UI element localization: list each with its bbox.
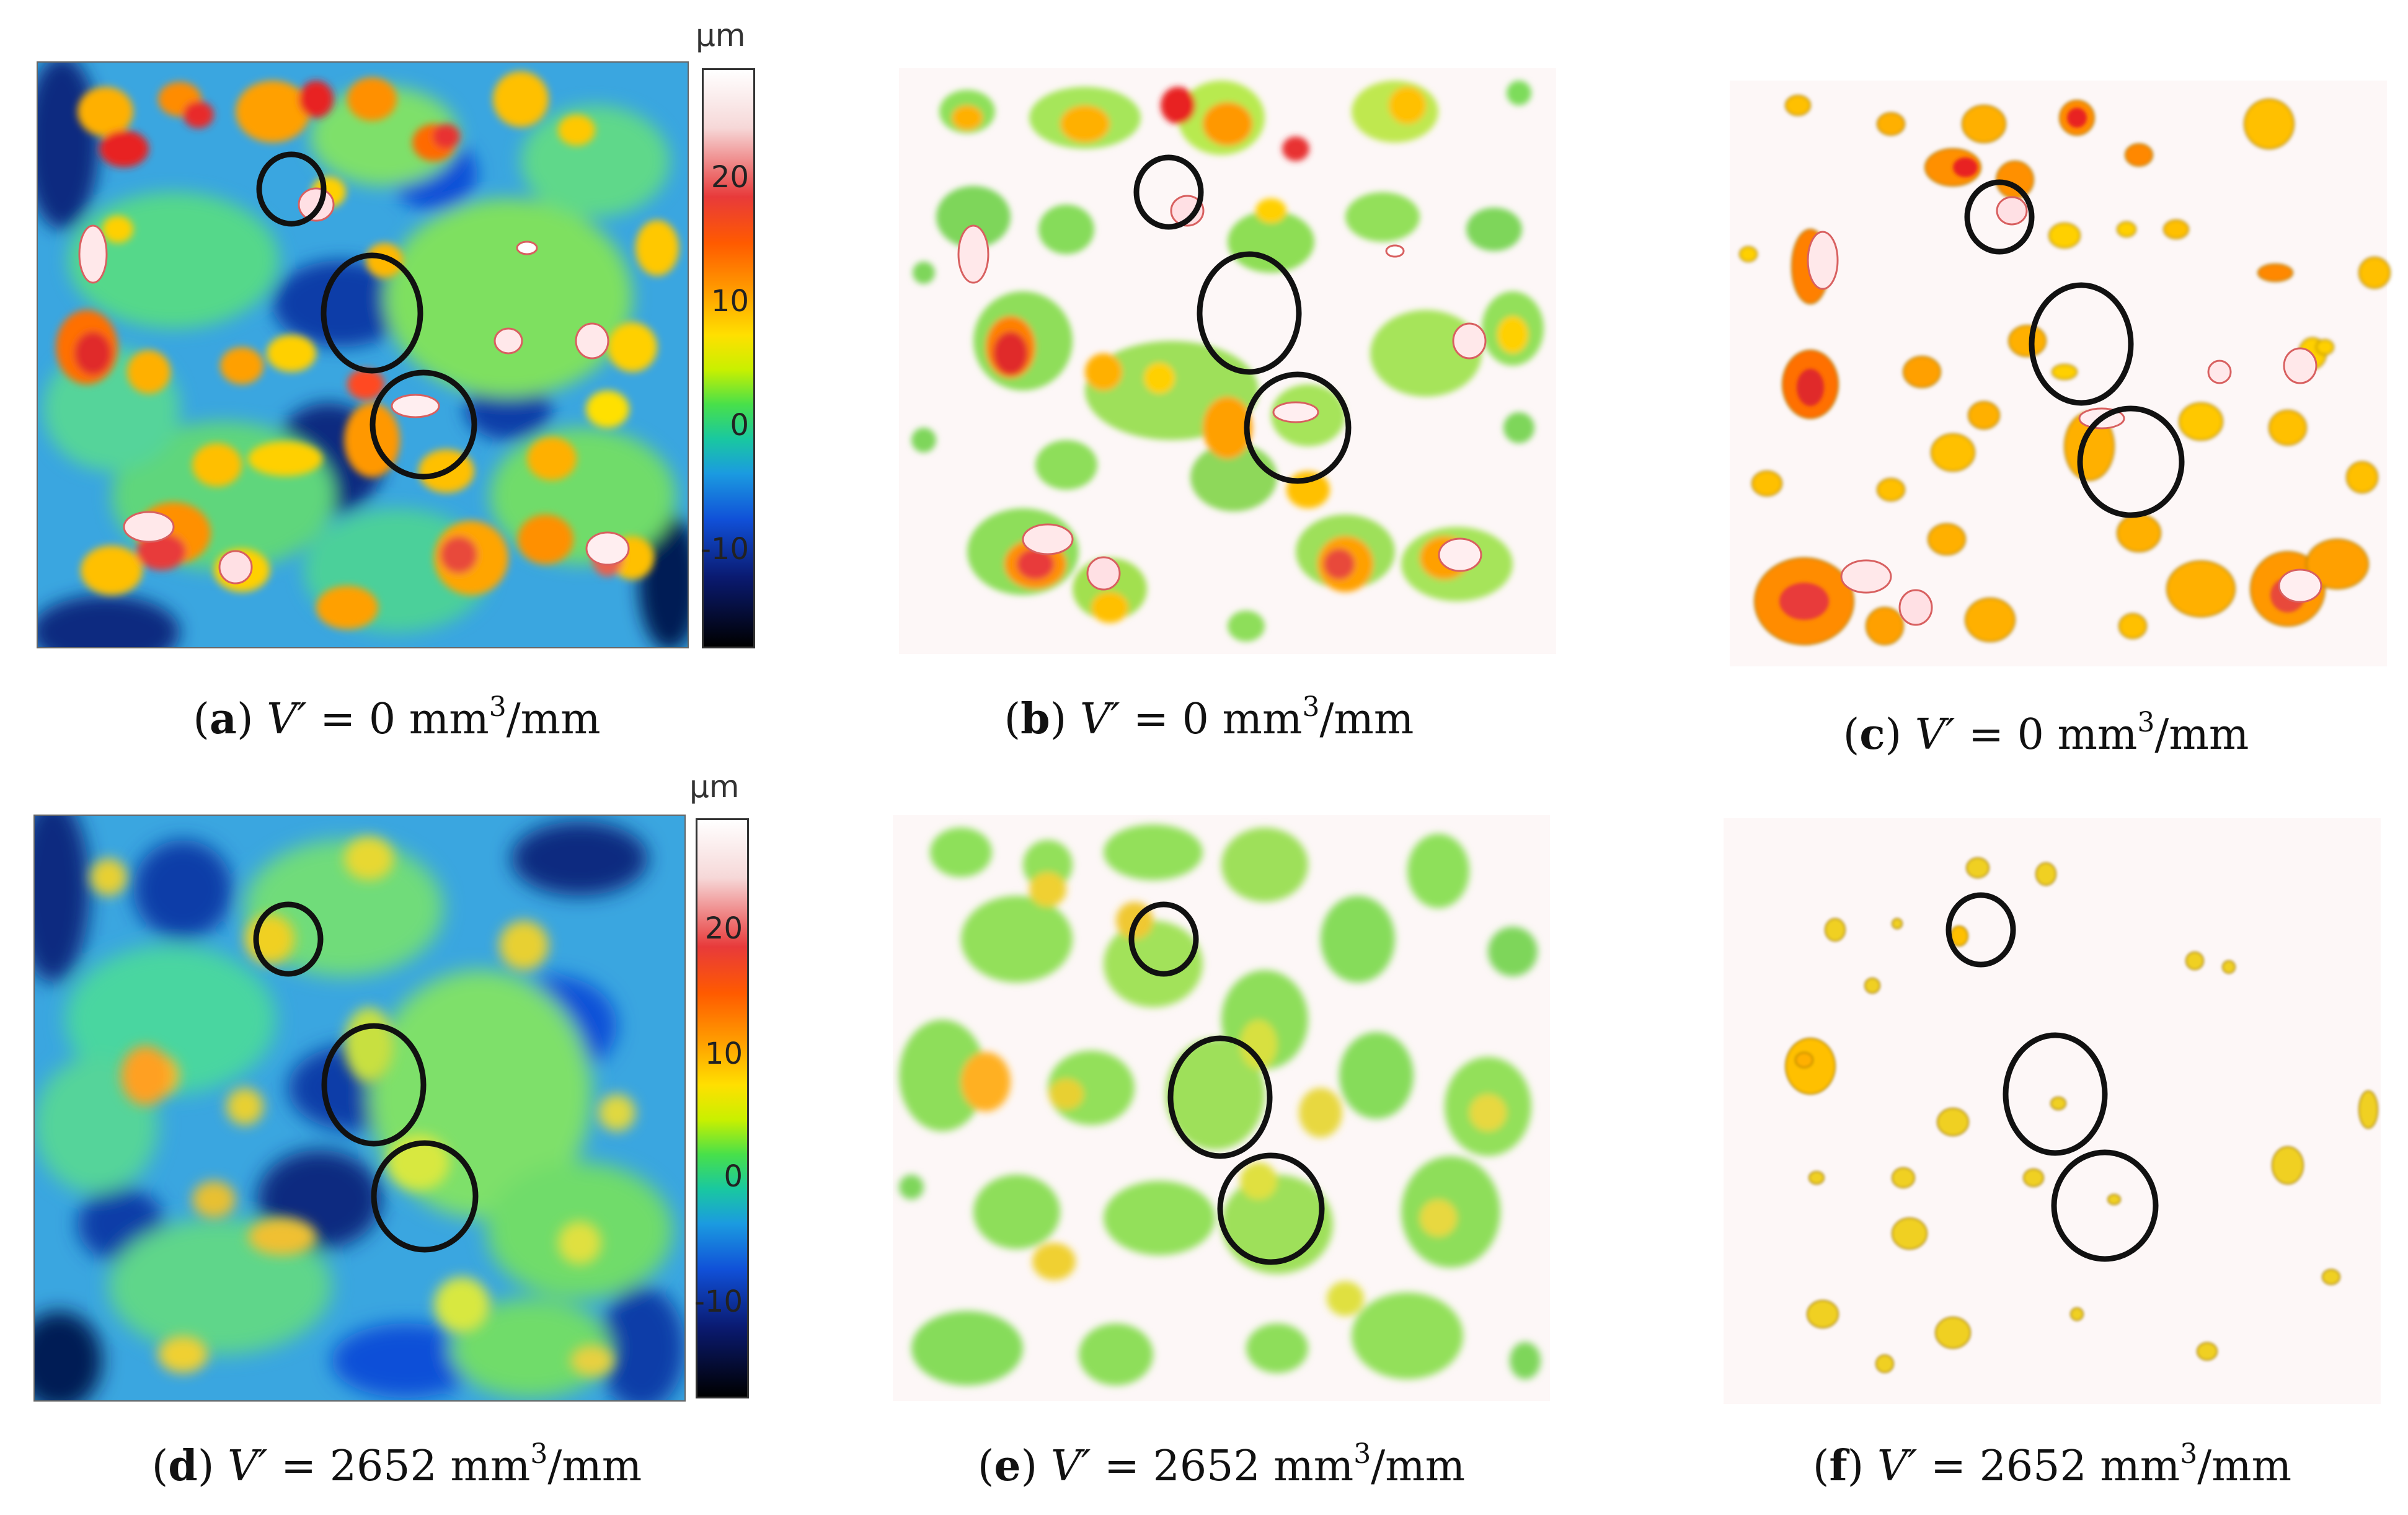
caption-letter-c: c xyxy=(1859,710,1885,759)
caption-f: (f) V′ = 2652 mm3/mm xyxy=(1812,1438,2292,1491)
colorbar-tick-neg10-d: -10 xyxy=(694,1284,743,1319)
colorbar-unit-a: µm xyxy=(696,17,746,53)
colorbar-tick-10-d: 10 xyxy=(704,1036,743,1071)
caption-prefix-b: V′ = xyxy=(1079,695,1182,744)
caption-prefix-d: V′ = xyxy=(227,1442,330,1491)
caption-letter-e: e xyxy=(994,1441,1021,1491)
caption-unit-exp-f: 3 xyxy=(2180,1438,2198,1470)
height-map-d xyxy=(33,815,686,1402)
caption-unit-exp-b: 3 xyxy=(1302,691,1320,723)
caption-prefix-a: V′ = xyxy=(267,695,369,744)
threshold-map-b xyxy=(899,68,1556,654)
caption-unit-tail-f: /mm xyxy=(2197,1442,2292,1491)
caption-c: (c) V′ = 0 mm3/mm xyxy=(1843,707,2249,760)
caption-unit-base-e: mm xyxy=(1273,1442,1354,1491)
caption-unit-tail-e: /mm xyxy=(1371,1442,1466,1491)
caption-unit-base-a: mm xyxy=(409,695,489,744)
caption-unit-base-f: mm xyxy=(2100,1442,2180,1491)
caption-value-b: 0 xyxy=(1182,695,1209,744)
threshold-map-e xyxy=(893,815,1550,1401)
colorbar-tick-20-a: 20 xyxy=(710,160,749,195)
caption-unit-tail-c: /mm xyxy=(2154,710,2249,759)
caption-unit-tail-a: /mm xyxy=(506,695,601,744)
caption-unit-exp-a: 3 xyxy=(489,691,507,723)
caption-unit-exp-c: 3 xyxy=(2137,707,2155,738)
caption-prefix-f: V′ = xyxy=(1877,1442,1980,1491)
caption-e: (e) V′ = 2652 mm3/mm xyxy=(977,1438,1466,1491)
caption-b: (b) V′ = 0 mm3/mm xyxy=(1004,691,1414,744)
caption-value-f: 2652 xyxy=(1979,1442,2087,1491)
caption-unit-exp-d: 3 xyxy=(530,1438,548,1470)
caption-value-a: 0 xyxy=(368,695,396,744)
caption-prefix-c: V′ = xyxy=(1914,710,2017,759)
caption-letter-a: a xyxy=(209,694,237,744)
colorbar-tick-0-a: 0 xyxy=(730,408,749,443)
caption-d: (d) V′ = 2652 mm3/mm xyxy=(151,1438,642,1491)
caption-unit-base-d: mm xyxy=(450,1442,531,1491)
colorbar-unit-d: µm xyxy=(689,769,740,805)
colorbar-tick-20-d: 20 xyxy=(704,911,743,946)
caption-a: (a) V′ = 0 mm3/mm xyxy=(193,691,601,744)
colorbar-tick-0-d: 0 xyxy=(724,1159,743,1194)
caption-letter-b: b xyxy=(1020,694,1050,744)
caption-unit-base-b: mm xyxy=(1222,695,1303,744)
caption-letter-d: d xyxy=(168,1441,198,1491)
threshold-map-c xyxy=(1730,81,2391,666)
caption-letter-f: f xyxy=(1829,1441,1848,1491)
colorbar-d xyxy=(696,818,749,1398)
colorbar-tick-neg10-a: -10 xyxy=(700,532,749,567)
caption-unit-base-c: mm xyxy=(2057,710,2138,759)
colorbar-tick-10-a: 10 xyxy=(710,284,749,319)
caption-prefix-e: V′ = xyxy=(1050,1442,1153,1491)
caption-value-c: 0 xyxy=(2017,710,2044,759)
caption-unit-exp-e: 3 xyxy=(1353,1438,1371,1470)
caption-unit-tail-b: /mm xyxy=(1319,695,1414,744)
caption-unit-tail-d: /mm xyxy=(547,1442,642,1491)
threshold-map-f xyxy=(1724,818,2381,1404)
caption-value-e: 2652 xyxy=(1153,1442,1260,1491)
caption-value-d: 2652 xyxy=(329,1442,437,1491)
colorbar-a xyxy=(702,68,755,648)
height-map-a xyxy=(37,61,689,648)
